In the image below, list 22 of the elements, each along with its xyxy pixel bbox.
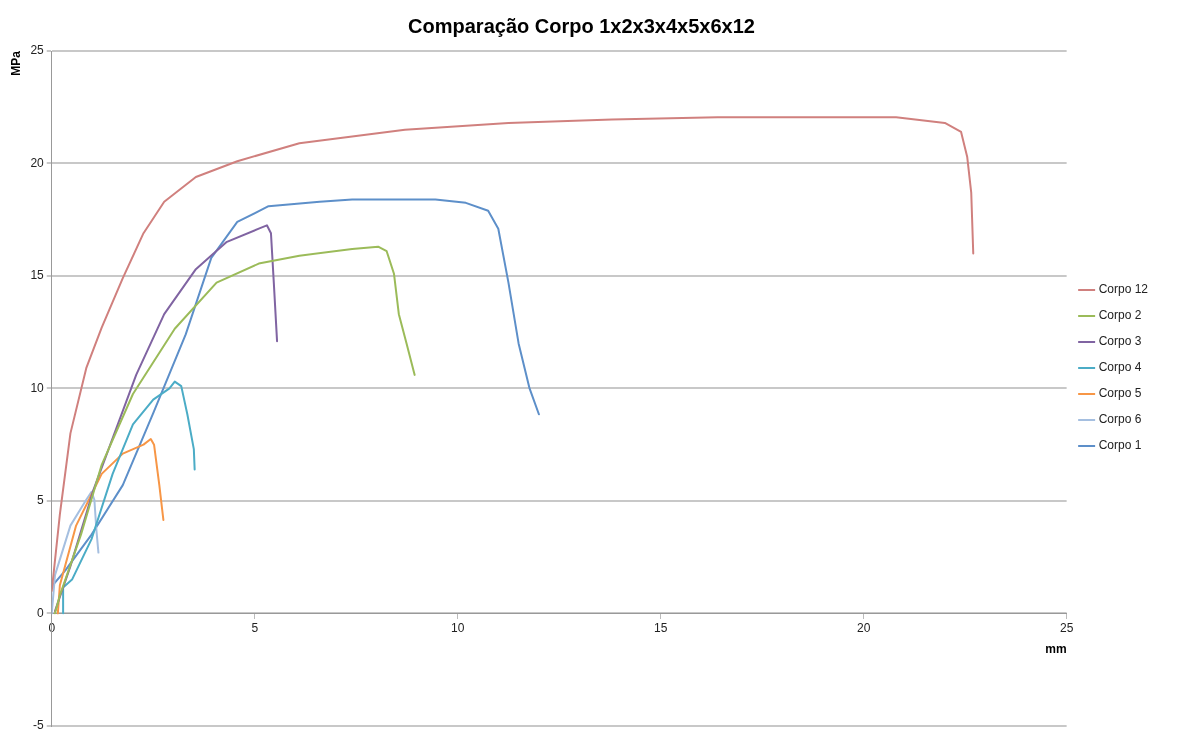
y-tick-label: 10 [30, 380, 45, 395]
y-tick-label: 15 [30, 268, 45, 283]
x-tick-label: 20 [856, 620, 871, 635]
legend-label: Corpo 5 [1098, 386, 1142, 401]
y-tick-label: 20 [30, 155, 45, 170]
chart-title: Comparação Corpo 1x2x3x4x5x6x12 [408, 14, 755, 37]
y-axis-title: MPa [8, 50, 23, 76]
y-tick-label: 5 [37, 493, 45, 508]
x-axis-title: mm [1045, 642, 1067, 657]
legend-label: Corpo 3 [1098, 334, 1142, 349]
x-tick-label: 15 [654, 620, 668, 635]
x-tick-label: 5 [251, 620, 259, 635]
y-tick-label: 25 [30, 43, 45, 58]
legend-label: Corpo 6 [1098, 412, 1142, 427]
x-tick-label: 25 [1059, 620, 1074, 635]
y-tick-label: 0 [37, 605, 45, 620]
legend-label: Corpo 2 [1098, 308, 1142, 323]
y-tick-label: -5 [33, 718, 45, 733]
legend-label: Corpo 12 [1098, 282, 1149, 297]
legend-label: Corpo 1 [1098, 438, 1142, 453]
legend-label: Corpo 4 [1098, 360, 1142, 375]
x-tick-label: 10 [451, 620, 465, 635]
